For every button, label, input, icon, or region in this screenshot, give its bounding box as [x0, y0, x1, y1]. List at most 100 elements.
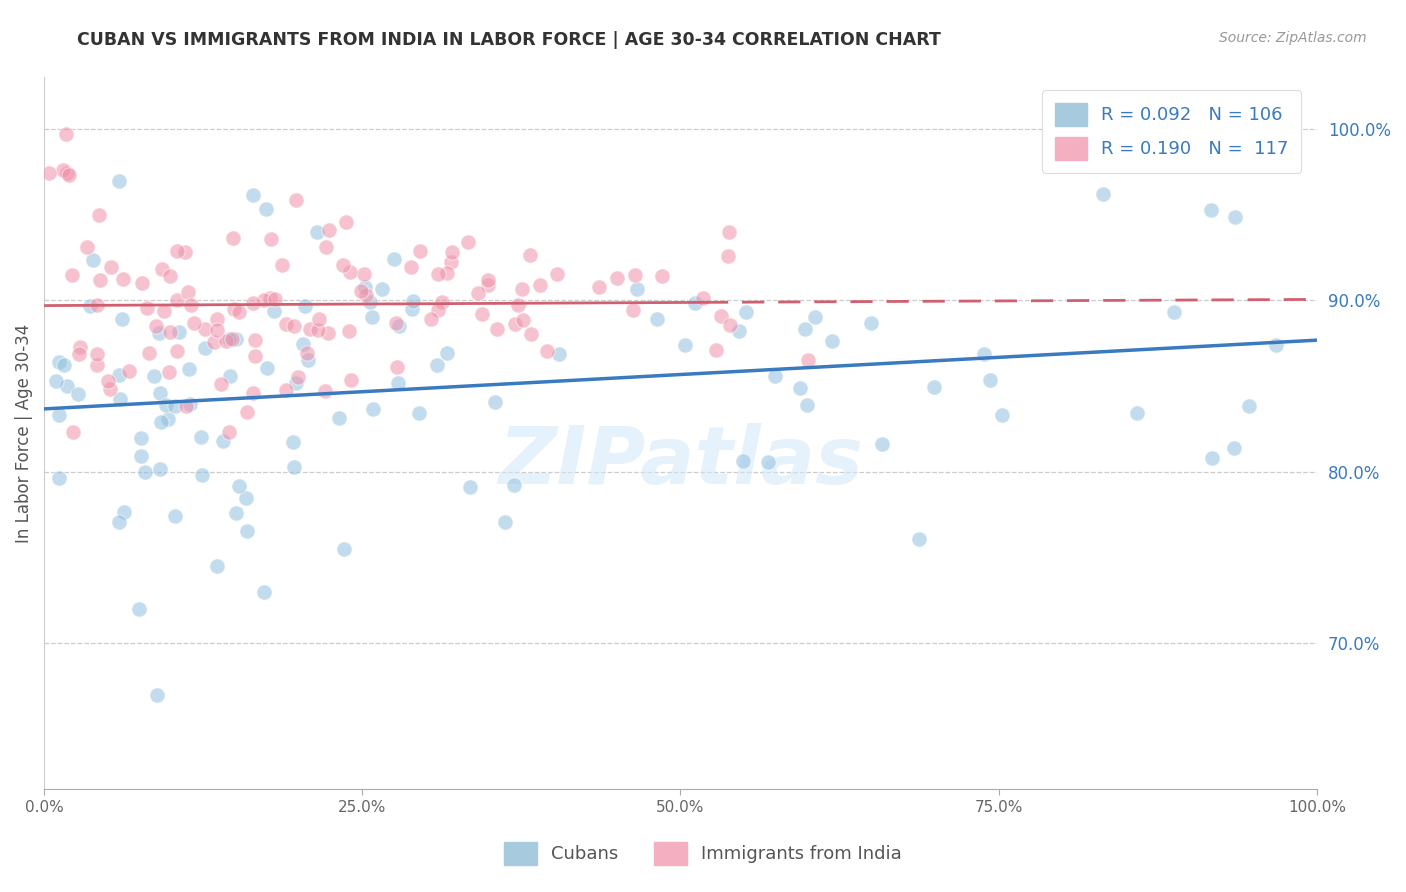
Point: [1222, 441, 1244, 455]
Point: [333, 541, 356, 556]
Point: [297, 352, 319, 367]
Point: [207, 559, 229, 574]
Point: [228, 305, 250, 319]
Point: [129, 431, 152, 445]
Point: [191, 468, 214, 483]
Point: [166, 244, 188, 259]
Point: [245, 334, 267, 348]
Point: [399, 260, 422, 274]
Point: [236, 405, 259, 419]
Point: [991, 408, 1014, 422]
Point: [202, 334, 225, 349]
Point: [271, 258, 294, 272]
Point: [163, 399, 186, 413]
Point: [606, 271, 628, 285]
Point: [408, 407, 430, 421]
Point: [763, 369, 786, 384]
Point: [789, 381, 811, 395]
Point: [221, 332, 243, 346]
Point: [228, 478, 250, 492]
Point: [274, 317, 297, 331]
Point: [281, 435, 304, 450]
Point: [796, 398, 818, 412]
Point: [69, 340, 91, 354]
Point: [1199, 203, 1222, 218]
Point: [260, 232, 283, 246]
Point: [285, 193, 308, 207]
Point: [285, 376, 308, 391]
Point: [339, 265, 361, 279]
Point: [82, 253, 104, 268]
Point: [209, 377, 232, 392]
Point: [388, 318, 411, 333]
Point: [264, 292, 287, 306]
Point: [166, 293, 188, 308]
Point: [159, 268, 181, 283]
Point: [626, 282, 648, 296]
Point: [292, 337, 315, 351]
Point: [108, 392, 131, 407]
Point: [441, 245, 464, 260]
Point: [718, 318, 741, 332]
Point: [45, 374, 67, 388]
Point: [242, 296, 264, 310]
Point: [316, 326, 339, 340]
Point: [205, 311, 228, 326]
Text: Source: ZipAtlas.com: Source: ZipAtlas.com: [1219, 31, 1367, 45]
Point: [385, 316, 408, 330]
Point: [673, 338, 696, 352]
Point: [157, 365, 180, 379]
Point: [294, 299, 316, 313]
Point: [148, 326, 170, 340]
Point: [242, 386, 264, 401]
Point: [907, 533, 929, 547]
Point: [735, 305, 758, 319]
Point: [60, 268, 83, 282]
Point: [717, 225, 740, 239]
Point: [353, 280, 375, 294]
Point: [143, 369, 166, 384]
Point: [460, 480, 482, 494]
Point: [298, 322, 321, 336]
Point: [166, 344, 188, 359]
Point: [308, 311, 330, 326]
Point: [426, 358, 449, 372]
Point: [219, 368, 242, 383]
Point: [287, 370, 309, 384]
Point: [205, 323, 228, 337]
Point: [1225, 211, 1247, 225]
Point: [112, 272, 135, 286]
Point: [53, 358, 76, 372]
Point: [48, 355, 70, 369]
Point: [215, 334, 238, 348]
Point: [283, 319, 305, 334]
Point: [494, 515, 516, 529]
Point: [307, 322, 329, 336]
Point: [236, 524, 259, 539]
Point: [426, 303, 449, 318]
Point: [190, 430, 212, 444]
Point: [52, 163, 75, 178]
Point: [1092, 186, 1115, 201]
Point: [179, 362, 201, 376]
Point: [150, 262, 173, 277]
Point: [717, 249, 740, 263]
Point: [692, 291, 714, 305]
Point: [471, 307, 494, 321]
Point: [86, 347, 108, 361]
Point: [519, 248, 541, 262]
Point: [436, 346, 458, 360]
Point: [731, 454, 754, 468]
Point: [254, 202, 277, 216]
Point: [295, 346, 318, 360]
Point: [402, 294, 425, 309]
Point: [979, 373, 1001, 387]
Point: [149, 385, 172, 400]
Point: [194, 321, 217, 335]
Point: [621, 303, 644, 318]
Point: [758, 455, 780, 469]
Point: [529, 278, 551, 293]
Point: [484, 395, 506, 409]
Point: [1126, 406, 1149, 420]
Point: [176, 285, 198, 299]
